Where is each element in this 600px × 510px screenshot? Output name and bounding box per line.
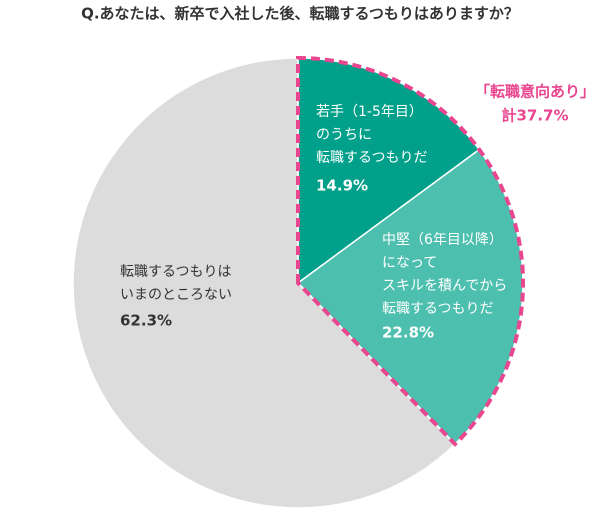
slice-label: いまのところない (120, 287, 232, 303)
slice-label: 転職するつもりだ (382, 301, 493, 317)
slice-label: 若手（1-5年目） (316, 104, 423, 120)
slice-label: 中堅（6年目以降） (382, 232, 503, 248)
chart-title: Q.あなたは、新卒で入社した後、転職するつもりはありますか？ (81, 5, 519, 23)
annotation: 計37.7% (501, 107, 568, 125)
slice-label: 転職するつもりは (120, 264, 231, 280)
value-label: 62.3% (120, 312, 172, 330)
slice-label: になって (382, 255, 437, 271)
slice-label: 転職するつもりだ (316, 150, 427, 166)
value-label: 14.9% (316, 177, 368, 195)
highlight-outline (296, 55, 525, 447)
annotation: 「転職意向あり」 (475, 83, 595, 101)
slice-label: のうちに (316, 127, 372, 143)
value-label: 22.8% (382, 324, 434, 342)
pie-slice (72, 57, 457, 509)
slice-label: スキルを積んでから (382, 278, 507, 294)
